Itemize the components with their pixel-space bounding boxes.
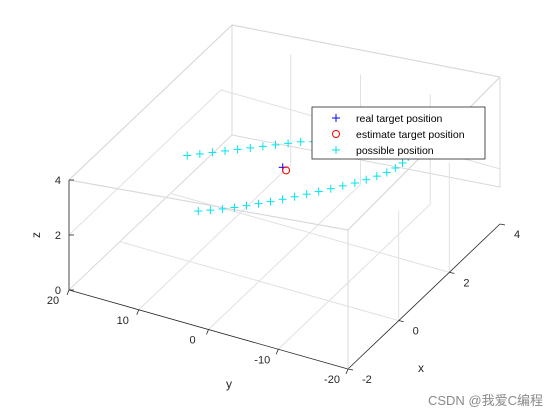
grid-line-y-floor: [138, 164, 292, 311]
tick-mark-x: [499, 223, 506, 226]
data-point-possible: [362, 175, 371, 184]
data-point-possible: [290, 192, 299, 201]
data-point-possible: [326, 184, 335, 193]
axis-line-x: [347, 223, 501, 370]
tick-label-z: 2: [55, 230, 61, 242]
data-point-possible: [296, 137, 305, 146]
axis-label-x: x: [418, 361, 424, 375]
tick-label-y: 10: [117, 315, 129, 327]
data-point-possible: [271, 140, 280, 149]
tick-label-z: 4: [55, 175, 61, 187]
tick-mark-x: [347, 368, 354, 371]
data-point-possible: [398, 158, 407, 167]
data-point-possible: [183, 151, 192, 160]
tick-label-x: -2: [362, 374, 372, 386]
legend-label: possible position: [356, 145, 434, 157]
watermark-text: CSDN @我爱C编程: [427, 393, 543, 408]
front-top-edge: [68, 179, 349, 231]
legend-label: real target position: [356, 113, 443, 125]
grid-line-y-floor: [208, 184, 361, 330]
legend-marker: [332, 114, 340, 122]
back-wall-x: [231, 24, 501, 188]
legend-box: [311, 106, 486, 160]
data-point-possible: [278, 195, 287, 204]
data-point-possible: [206, 206, 215, 215]
data-point-possible: [233, 145, 242, 154]
data-point-possible: [254, 199, 263, 208]
tick-label-x: 2: [463, 277, 469, 289]
data-point-possible: [208, 148, 217, 157]
data-point-possible: [218, 204, 227, 213]
data-point-possible: [284, 139, 293, 148]
tick-mark-y: [136, 309, 140, 315]
data-point-possible: [314, 187, 323, 196]
data-point-possible: [372, 172, 381, 181]
data-point-possible: [391, 164, 400, 173]
grid-line-z: [68, 89, 222, 236]
data-point-possible: [221, 146, 230, 155]
data-point-possible: [246, 143, 255, 152]
axis-label-y: y: [226, 377, 232, 391]
data-point-possible: [242, 201, 251, 210]
data-point-possible: [194, 207, 203, 216]
tick-label-y: 0: [189, 335, 195, 347]
legend-marker: [332, 146, 340, 154]
data-point-possible: [195, 149, 204, 158]
tick-label-x: 0: [413, 326, 419, 338]
tick-mark-y: [206, 329, 209, 335]
data-point-possible: [266, 197, 275, 206]
data-point-possible: [350, 178, 359, 187]
legend-label: estimate target position: [356, 129, 465, 141]
data-point-possible: [230, 203, 239, 212]
data-point-estimate: [282, 166, 291, 175]
tick-label-x: 4: [514, 229, 520, 241]
tick-mark-x: [398, 320, 404, 323]
tick-mark-y: [66, 289, 70, 296]
tick-label-z: 0: [55, 285, 61, 297]
data-point-possible: [258, 142, 267, 151]
data-point-possible: [382, 168, 391, 177]
legend-marker: [332, 130, 340, 138]
grid-lines: [68, 54, 501, 350]
tick-label-y: -10: [254, 354, 270, 366]
data-point-possible: [338, 181, 347, 190]
data-point-possible: [302, 190, 311, 199]
tick-mark-y: [345, 368, 349, 375]
tick-label-y: 20: [47, 295, 59, 307]
tick-mark-y: [275, 349, 279, 355]
tick-label-y: -20: [324, 374, 340, 386]
tick-mark-x: [449, 271, 455, 274]
legend: real target position estimate target posi…: [311, 106, 486, 160]
axis-label-z: z: [29, 232, 43, 238]
grid-line-y-floor: [277, 203, 431, 350]
